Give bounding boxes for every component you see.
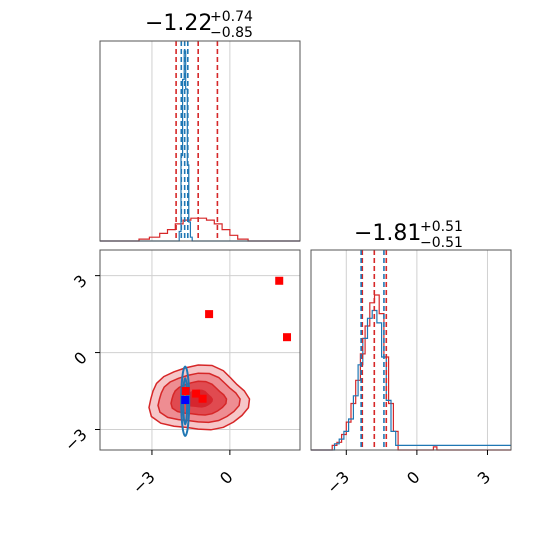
panel-marginal-2: −1.81 +0.51 −0.51 −3 0 3 [310, 219, 512, 498]
p3-frame [99, 249, 301, 451]
p1-frame [99, 40, 301, 242]
p2-title: −1.81 [354, 221, 421, 246]
p2-xtick-label: −3 [323, 467, 353, 497]
p2-xtick-label: 0 [403, 467, 424, 488]
p3-xtick-label: 0 [216, 467, 237, 488]
panel-joint: −3 0 3 0 −3 [61, 249, 301, 498]
p1-hist-blue [100, 50, 300, 242]
p1-title-sup: +0.74 [210, 9, 253, 25]
panel-marginal-1: −1.22 +0.74 −0.85 [99, 9, 301, 242]
p1-title: −1.22 [145, 11, 212, 36]
p3-markers [181, 276, 292, 404]
p2-hist-blue [311, 309, 511, 451]
p3-marker-red [283, 333, 292, 342]
p3-contour [183, 389, 213, 408]
p1-title-sub: −0.85 [210, 25, 253, 41]
p3-marker-red [205, 310, 214, 319]
p3-ytick-label: 3 [70, 271, 91, 292]
p2-title-sup: +0.51 [420, 219, 463, 235]
p1-quantile-lines [175, 41, 219, 241]
p3-ytick-labels: 3 0 −3 [61, 271, 100, 455]
p2-hist-red [311, 294, 511, 451]
p2-xtick-label: 3 [474, 467, 495, 488]
p3-ytick-label: 0 [70, 348, 91, 369]
p3-xtick-label: −3 [129, 467, 159, 497]
p3-marker-red [275, 276, 284, 285]
p3-marker-red [181, 387, 190, 396]
p1-histograms [100, 50, 300, 242]
p2-xtick-labels: −3 0 3 [323, 450, 494, 498]
p3-xtick-labels: −3 0 [129, 450, 237, 498]
p2-frame [310, 249, 512, 451]
p1-gridlines [151, 41, 231, 241]
p3-marker-red [192, 389, 201, 398]
p2-title-sub: −0.51 [420, 235, 463, 251]
p3-ytick-label: −3 [61, 425, 91, 455]
p1-hist-red [100, 217, 300, 242]
p2-gridlines [345, 250, 488, 450]
p3-marker-blue [181, 396, 190, 404]
p2-quantile-lines [360, 250, 388, 450]
p2-histograms [311, 294, 511, 451]
p3-marker-red [198, 394, 207, 403]
